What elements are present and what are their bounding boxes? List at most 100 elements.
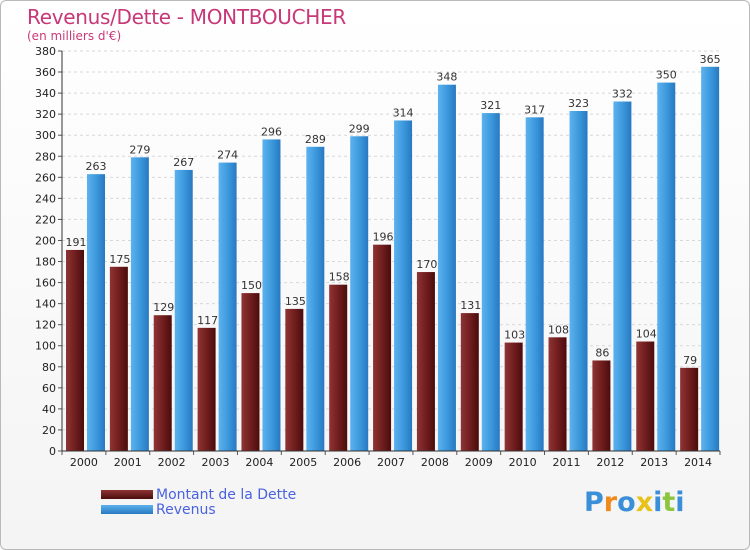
y-tick-label: 180 bbox=[35, 256, 56, 269]
revenue-value-label: 289 bbox=[305, 133, 326, 146]
y-tick-label: 80 bbox=[42, 361, 56, 374]
revenue-bar bbox=[701, 66, 720, 451]
revenue-value-label: 348 bbox=[436, 71, 457, 84]
revenue-bar bbox=[350, 136, 369, 451]
logo-letter: i bbox=[653, 487, 663, 518]
debt-bar bbox=[66, 249, 84, 451]
y-tick-label: 140 bbox=[35, 298, 56, 311]
debt-value-label: 135 bbox=[285, 295, 306, 308]
x-tick-label: 2000 bbox=[70, 456, 98, 469]
debt-bar bbox=[416, 272, 435, 451]
logo-letter: i bbox=[675, 487, 685, 518]
chart-title: Revenus/Dette - MONTBOUCHER bbox=[27, 5, 346, 29]
revenue-bar bbox=[87, 174, 105, 451]
debt-bar bbox=[460, 313, 479, 451]
logo-letter: r bbox=[603, 487, 618, 518]
revenue-bar bbox=[218, 162, 237, 451]
y-tick-label: 40 bbox=[42, 403, 56, 416]
debt-value-label: 175 bbox=[109, 253, 130, 266]
debt-value-label: 103 bbox=[504, 329, 525, 342]
debt-bar bbox=[504, 342, 523, 451]
revenue-bar bbox=[130, 157, 149, 451]
y-tick-label: 300 bbox=[35, 129, 56, 142]
y-tick-label: 20 bbox=[42, 424, 56, 437]
revenue-bar bbox=[437, 84, 456, 452]
debt-value-label: 191 bbox=[66, 236, 87, 249]
debt-value-label: 150 bbox=[241, 279, 262, 292]
debt-bar bbox=[636, 341, 655, 451]
revenue-value-label: 317 bbox=[524, 103, 545, 116]
x-tick-label: 2008 bbox=[421, 456, 449, 469]
y-tick-label: 160 bbox=[35, 277, 56, 290]
revenue-bar bbox=[306, 146, 325, 451]
y-tick-label: 60 bbox=[42, 382, 56, 395]
y-tick-label: 320 bbox=[35, 108, 56, 121]
debt-value-label: 104 bbox=[636, 328, 657, 341]
y-tick-label: 240 bbox=[35, 192, 56, 205]
debt-bar bbox=[153, 315, 172, 451]
data-labels: 191 263 175 279 129 267 117 274 150 296 135 289 158 2… bbox=[66, 53, 721, 367]
debt-value-label: 86 bbox=[595, 346, 609, 359]
revenue-value-label: 321 bbox=[480, 99, 501, 112]
revenue-value-label: 323 bbox=[568, 97, 589, 110]
revenue-value-label: 263 bbox=[86, 160, 107, 173]
x-tick-label: 2003 bbox=[202, 456, 230, 469]
debt-bar bbox=[680, 367, 699, 451]
legend-swatch-debt bbox=[101, 490, 153, 499]
logo-letter: x bbox=[635, 487, 654, 518]
logo-letter: t bbox=[662, 487, 676, 518]
y-tick-label: 100 bbox=[35, 340, 56, 353]
revenue-value-label: 274 bbox=[217, 149, 238, 162]
y-tick-label: 280 bbox=[35, 150, 56, 163]
debt-value-label: 129 bbox=[153, 301, 174, 314]
debt-bar bbox=[109, 266, 128, 451]
chart-subtitle: (en milliers d'€) bbox=[27, 29, 122, 43]
revenue-value-label: 296 bbox=[261, 125, 282, 138]
legend-label-revenue: Revenus bbox=[156, 502, 216, 518]
x-tick-label: 2014 bbox=[684, 456, 712, 469]
y-tick-label: 340 bbox=[35, 87, 56, 100]
legend-swatch-revenue bbox=[101, 505, 153, 514]
x-tick-label: 2004 bbox=[245, 456, 273, 469]
x-tick-label: 2002 bbox=[158, 456, 186, 469]
x-tick-label: 2005 bbox=[289, 456, 317, 469]
debt-bar bbox=[329, 284, 348, 451]
x-tick-label: 2013 bbox=[640, 456, 668, 469]
x-tick-label: 2010 bbox=[509, 456, 537, 469]
debt-bar bbox=[548, 337, 567, 451]
y-tick-label: 0 bbox=[49, 445, 56, 458]
x-tick-label: 2009 bbox=[465, 456, 493, 469]
debt-bar bbox=[373, 244, 392, 451]
revenue-bar bbox=[613, 101, 632, 452]
revenue-value-label: 365 bbox=[700, 53, 721, 66]
debt-bar bbox=[592, 360, 611, 451]
bars bbox=[66, 66, 720, 452]
x-tick-label: 2007 bbox=[377, 456, 405, 469]
revenue-bar bbox=[525, 117, 544, 451]
logo-letter: o bbox=[617, 487, 636, 518]
debt-value-label: 131 bbox=[460, 299, 481, 312]
revenue-bar bbox=[569, 111, 588, 451]
debt-value-label: 158 bbox=[329, 271, 350, 284]
debt-value-label: 79 bbox=[683, 354, 697, 367]
y-tick-label: 380 bbox=[35, 45, 56, 58]
revenue-value-label: 299 bbox=[349, 122, 370, 135]
revenue-bar bbox=[394, 120, 413, 451]
y-tick-label: 120 bbox=[35, 319, 56, 332]
logo-letter: P bbox=[584, 487, 604, 518]
x-axis-ticks: 2000 2001 2002 2003 2004 2005 2006 2007 2008 2009… bbox=[61, 451, 721, 469]
debt-value-label: 117 bbox=[197, 314, 218, 327]
revenue-value-label: 350 bbox=[656, 69, 677, 82]
legend-label-debt: Montant de la Dette bbox=[156, 487, 297, 503]
revenue-bar bbox=[481, 113, 500, 452]
debt-value-label: 170 bbox=[416, 258, 437, 271]
y-tick-label: 220 bbox=[35, 213, 56, 226]
x-tick-label: 2006 bbox=[333, 456, 361, 469]
axes bbox=[61, 51, 720, 452]
debt-value-label: 108 bbox=[548, 323, 569, 336]
proxiti-logo: Proxiti bbox=[584, 487, 685, 518]
debt-bar bbox=[241, 293, 260, 451]
revenue-bar bbox=[657, 82, 676, 451]
